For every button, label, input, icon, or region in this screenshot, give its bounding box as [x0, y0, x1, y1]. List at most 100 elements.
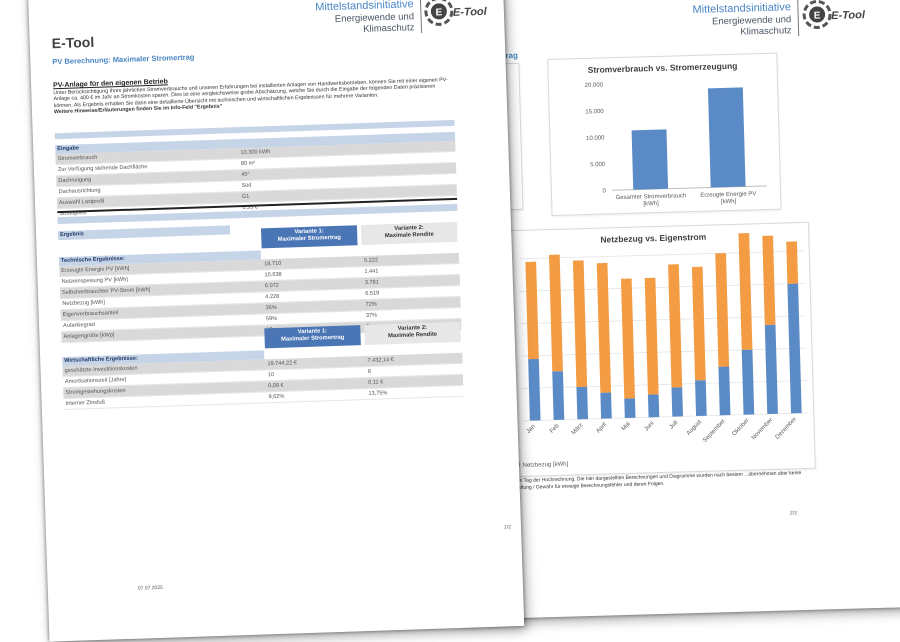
row-value-v2: 6.519: [365, 290, 380, 297]
x-tick-label: April: [595, 422, 608, 435]
y-tick-label: 5.000: [590, 162, 606, 168]
bar-segment: [741, 349, 755, 415]
row-value-v1: 10: [267, 372, 275, 379]
bar: [631, 129, 669, 190]
row-value-v2: 37%: [365, 312, 378, 319]
x-tick-label: August: [686, 419, 703, 437]
bar-segment: [644, 277, 659, 395]
x-tick-label: März: [571, 422, 585, 436]
bar: [707, 87, 746, 188]
etool-badge-icon: E E-Tool: [802, 0, 866, 29]
logo: Mittelstandsinitiative Energiewende und …: [315, 0, 488, 35]
consumption-chart-svg: 0 5.000 10.000 15.000 20.000 Gesamter Stromve…: [585, 82, 767, 208]
row-value-v2: 1.441: [364, 268, 379, 275]
logo-badge-text: E-Tool: [831, 9, 866, 22]
etool-badge-icon: E E-Tool: [424, 0, 488, 26]
svg-text:E: E: [814, 10, 821, 21]
x-tick-label: Gesamter Stromverbrauch[kWh]: [615, 193, 686, 208]
result-table-header: Ergebnis: [57, 225, 231, 241]
consumption-vs-generation-chart: Stromverbrauch vs. Stromerzeugung 0 5.000…: [547, 52, 782, 216]
bar-segment: [525, 261, 539, 360]
bar-segment: [624, 398, 636, 419]
logo: Mittelstandsinitiative Energiewende und …: [692, 0, 866, 38]
x-tick-label: Jan: [526, 424, 537, 435]
bar-segment: [695, 380, 707, 417]
row-label: Dachneigung: [58, 177, 92, 185]
pv-calculation-label: PV Berechnung:: [52, 55, 111, 67]
bar-segment: [671, 387, 683, 417]
bar-segment: [647, 394, 660, 418]
variant2-header: Variante 2: Maximale Rendite: [360, 221, 458, 246]
row-value-v1: 59%: [265, 315, 278, 323]
legend: Netzbezug [kWh]: [514, 462, 569, 469]
row-label: Autarkiegrad: [62, 321, 95, 330]
row-value-v1: 9,62%: [268, 393, 285, 401]
gridline: [521, 347, 807, 357]
logo-line3: Klimaschutz: [363, 22, 415, 35]
bar-segment: [764, 324, 778, 415]
y-tick-label: 15.000: [585, 109, 604, 116]
bar-segment: [787, 283, 802, 414]
row-label: Dachausrichtung: [58, 187, 101, 196]
row-label: Auswahl Lastprofil: [58, 198, 105, 207]
bar-segment: [600, 392, 612, 419]
y-tick-label: 10.000: [586, 135, 605, 142]
row-value-v1: 18.710: [264, 260, 282, 268]
row-label: Interner Zinsfuß: [65, 399, 106, 407]
x-tick-label: Juli: [669, 420, 680, 431]
x-tick-label: Oktober: [731, 418, 750, 438]
pv-calculation-value: Maximaler Stromertrag: [112, 52, 195, 65]
document-date: 07.07.2025: [137, 584, 163, 592]
row-value-v1: 4.228: [265, 293, 280, 301]
bar-segment: [668, 264, 683, 388]
row-value-v1: 0,09 €: [268, 382, 284, 390]
bar-segment: [718, 366, 731, 416]
bar-segment: [548, 254, 563, 372]
row-value-v1: 36%: [265, 304, 277, 312]
grid-chart-svg: Jan Feb März April Mai Juni Juli August Septembe…: [514, 233, 809, 469]
row-value: 10.300 kWh: [240, 149, 271, 157]
bar-segment: [762, 235, 776, 325]
x-tick-label: Juni: [644, 420, 656, 432]
row-value-v2: 8: [367, 368, 372, 375]
row-label: Eigenverbrauchsanteil: [62, 310, 119, 319]
logo-line2: Energiewende und: [712, 14, 792, 27]
row-label: Amortisationszeit [Jahre]: [64, 376, 127, 385]
legend-label: Netzbezug [kWh]: [523, 462, 569, 469]
intro-section: PV-Anlage für den eigenen Betrieb Unter …: [53, 70, 454, 116]
bar-segment: [576, 386, 589, 420]
logo-badge-text: E-Tool: [453, 6, 488, 19]
bar-segment: [552, 371, 565, 420]
logo-line1: Mittelstandsinitiative: [692, 1, 791, 16]
variant1-header: Variante 1: Maximaler Stromertrag: [264, 325, 361, 349]
bar-segment: [620, 278, 635, 399]
row-label: Netzbezug [kWh]: [62, 299, 106, 308]
variant2-header: Variante 2: Maximale Rendite: [364, 321, 461, 346]
logo-line1: Mittelstandsinitiative: [315, 0, 414, 13]
x-tick-label: Mai: [621, 421, 632, 432]
variant1-header: Variante 1: Maximaler Stromertrag: [260, 225, 358, 249]
y-tick-label: 0: [603, 188, 607, 194]
bar-segment: [691, 266, 706, 381]
svg-text:E: E: [435, 7, 442, 18]
row-value-v1: 10.638: [264, 271, 282, 279]
row-value-v1: 19.744,22 €: [267, 360, 298, 368]
bar-segment: [572, 260, 588, 387]
y-tick-label: 20.000: [585, 82, 604, 89]
row-value: G1: [241, 193, 250, 201]
logo-line3: Klimaschutz: [740, 25, 792, 37]
row-label: Stromgestehungskosten: [65, 387, 126, 396]
bar-segment: [715, 253, 730, 367]
pv-calculation-line: PV Berechnung: Maximaler Stromertrag: [52, 53, 194, 67]
x-tick-label: Dezember: [775, 416, 798, 440]
grid-vs-self-power-chart: Netzbezug vs. Eigenstrom Jan Feb März April…: [497, 221, 816, 478]
page-number: 2/2: [789, 510, 798, 517]
row-value-v2: 5.222: [364, 257, 379, 265]
gridline: [520, 315, 806, 325]
bar-segment: [738, 233, 753, 350]
row-label: Stromverbrauch: [57, 154, 98, 163]
row-value: Süd: [241, 182, 252, 190]
logo-line2: Energiewende und: [335, 11, 415, 25]
page-number: 1/2: [503, 524, 512, 531]
row-value: 45°: [241, 171, 250, 179]
